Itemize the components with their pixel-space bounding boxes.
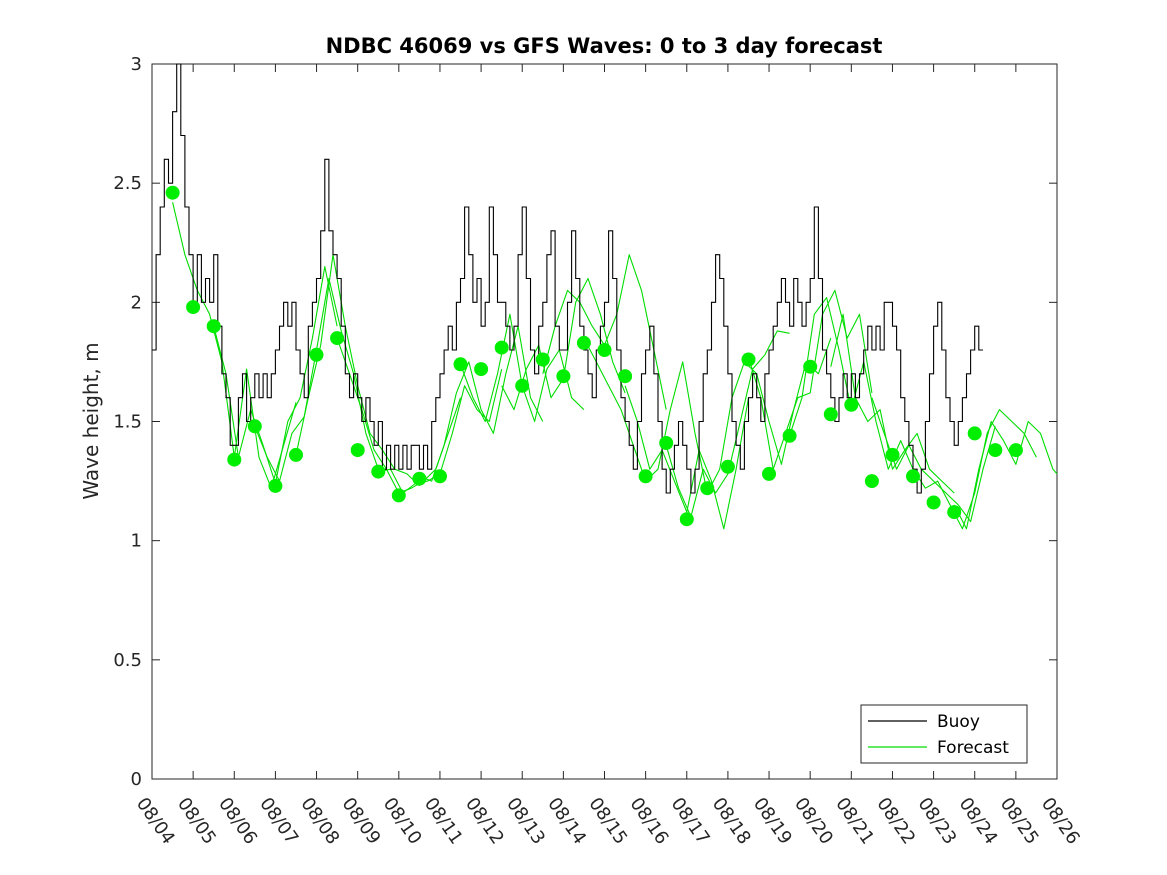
y-tick-label: 0.5 [113, 650, 142, 671]
y-tick-label: 3 [131, 54, 142, 75]
forecast-marker [206, 319, 221, 334]
forecast-marker [391, 488, 406, 503]
forecast-marker [412, 471, 427, 486]
legend: Buoy Forecast [860, 704, 1028, 764]
forecast-marker [720, 459, 735, 474]
forecast-marker [638, 469, 653, 484]
y-tick-label: 0 [131, 769, 142, 790]
forecast-marker [618, 369, 633, 384]
forecast-marker [700, 481, 715, 496]
forecast-marker [247, 419, 262, 434]
forecast-marker [823, 407, 838, 422]
forecast-series-line [912, 409, 1037, 530]
forecast-series-line [665, 330, 790, 518]
forecast-marker [1008, 443, 1023, 458]
forecast-marker [885, 447, 900, 462]
forecast-marker [474, 362, 489, 377]
y-tick-label: 1.5 [113, 412, 142, 433]
y-tick-label: 2.5 [113, 173, 142, 194]
forecast-marker [289, 447, 303, 462]
forecast-marker [433, 469, 447, 484]
forecast-marker [967, 426, 982, 441]
forecast-marker [535, 352, 550, 367]
forecast-marker [906, 469, 920, 484]
forecast-marker [844, 397, 859, 412]
y-tick-label: 1 [131, 531, 142, 552]
forecast-marker [679, 512, 694, 527]
y-axis-label: Wave height, m [79, 342, 103, 499]
forecast-marker [803, 359, 818, 374]
forecast-marker [494, 340, 509, 355]
forecast-marker [556, 369, 571, 384]
legend-forecast-label: Forecast [937, 738, 1009, 758]
forecast-series-line [830, 313, 955, 494]
buoy-series-line [152, 63, 983, 494]
forecast-marker [741, 352, 756, 367]
forecast-series-line [419, 325, 544, 482]
chart-title: NDBC 46069 vs GFS Waves: 0 to 3 day fore… [326, 34, 883, 58]
forecast-series-line [747, 289, 873, 470]
forecast-series-line [624, 385, 750, 530]
forecast-marker [576, 335, 591, 350]
forecast-marker [864, 474, 879, 489]
forecast-marker [659, 436, 674, 450]
forecast-marker [782, 428, 797, 443]
forecast-marker [350, 443, 365, 458]
forecast-marker [515, 378, 530, 393]
legend-box [860, 704, 1028, 764]
forecast-marker [309, 347, 324, 362]
forecast-marker [165, 185, 180, 200]
forecast-marker [926, 495, 941, 510]
forecast-marker [453, 357, 468, 372]
forecast-marker [597, 343, 612, 357]
forecast-marker [186, 300, 201, 315]
forecast-marker [371, 464, 386, 479]
forecast-marker [988, 443, 1003, 458]
forecast-marker [227, 452, 242, 467]
forecast-marker [762, 466, 776, 481]
legend-buoy-label: Buoy [937, 712, 980, 732]
forecast-marker [330, 331, 345, 346]
forecast-marker [947, 505, 962, 520]
y-tick-label: 2 [131, 292, 142, 313]
forecast-marker [268, 478, 283, 493]
